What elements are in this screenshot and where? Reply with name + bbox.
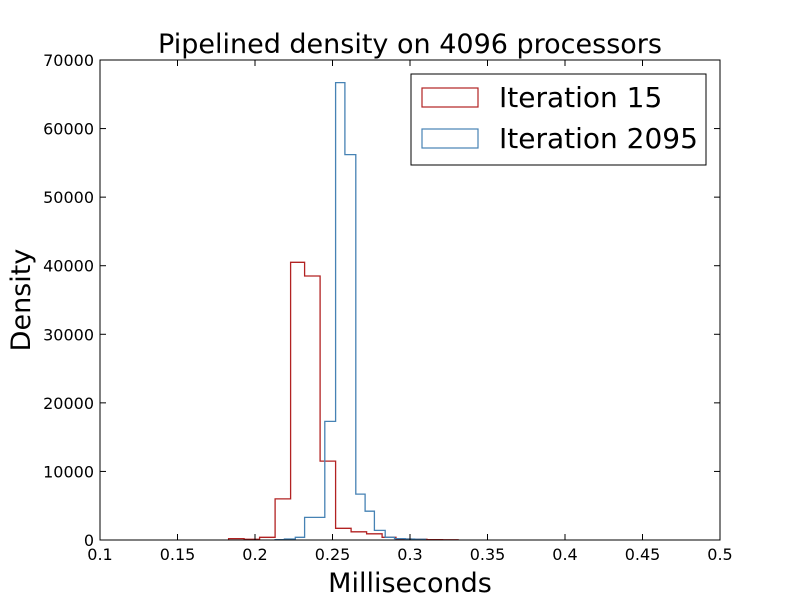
series-iteration-2095-outline — [274, 81, 427, 541]
x-axis-label: Milliseconds — [328, 568, 492, 599]
legend-box — [410, 73, 707, 166]
y-axis-label: Density — [6, 249, 37, 352]
legend-swatch-iteration-2095 — [421, 128, 479, 149]
plot-frame — [99, 59, 721, 541]
x-tick-label: 0.25 — [315, 545, 351, 564]
legend-label-iteration-2095: Iteration 2095 — [499, 122, 698, 155]
y-tick-label: 60000 — [43, 120, 94, 139]
ticks-layer: 0.1 0.15 0.2 0.25 0.3 0.35 0.4 0.45 0.5 0 10000 200… — [43, 51, 733, 564]
legend-label-iteration-15: Iteration 15 — [499, 81, 662, 114]
x-tick-label: 0.1 — [87, 545, 112, 564]
x-tick-label: 0.3 — [397, 545, 422, 564]
y-tick-label: 70000 — [43, 51, 94, 70]
y-tick-label: 20000 — [43, 394, 94, 413]
x-tick-label: 0.4 — [552, 545, 577, 564]
x-tick-label: 0.5 — [707, 545, 732, 564]
x-tick-label: 0.35 — [470, 545, 506, 564]
y-tick-label: 30000 — [43, 325, 94, 344]
chart-title: Pipelined density on 4096 processors — [158, 29, 662, 60]
y-tick-label: 40000 — [43, 257, 94, 276]
legend: Iteration 15 Iteration 2095 — [410, 73, 707, 166]
x-tick-label: 0.2 — [242, 545, 267, 564]
series-layer — [227, 81, 459, 541]
y-tick-label: 0 — [84, 531, 94, 550]
x-tick-label: 0.45 — [625, 545, 661, 564]
x-tick-label: 0.15 — [160, 545, 196, 564]
y-tick-label: 10000 — [43, 462, 94, 481]
legend-swatch-iteration-15 — [421, 87, 479, 108]
y-tick-label: 50000 — [43, 188, 94, 207]
